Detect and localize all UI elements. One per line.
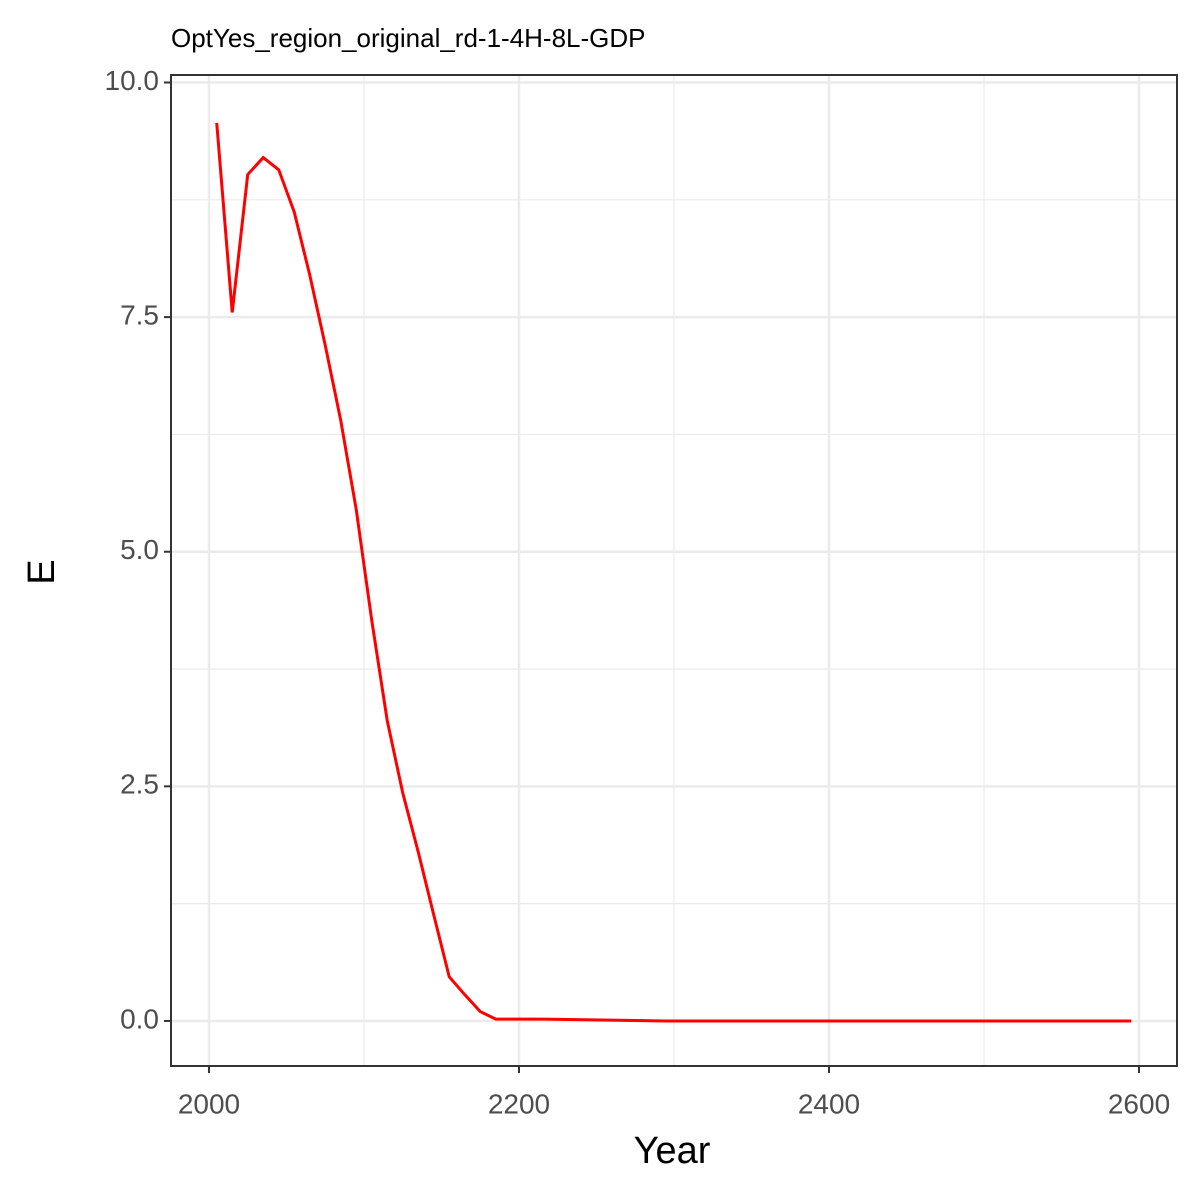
y-tick-label: 5.0 xyxy=(120,534,159,565)
y-tick-label: 0.0 xyxy=(120,1003,159,1034)
x-tick-label: 2200 xyxy=(488,1088,550,1119)
y-tick-label: 7.5 xyxy=(120,300,159,331)
y-tick-label: 2.5 xyxy=(120,769,159,800)
panel-border xyxy=(170,74,1178,1067)
chart-title: OptYes_region_original_rd-1-4H-8L-GDP xyxy=(171,23,646,53)
y-tick-label: 10.0 xyxy=(105,65,160,96)
x-axis-title: Year xyxy=(634,1130,711,1172)
data-line xyxy=(215,122,1132,1023)
x-tick-label: 2000 xyxy=(178,1088,240,1119)
x-tick-label: 2600 xyxy=(1108,1088,1170,1119)
x-tick-label: 2400 xyxy=(798,1088,860,1119)
y-axis-title: E xyxy=(21,559,63,584)
